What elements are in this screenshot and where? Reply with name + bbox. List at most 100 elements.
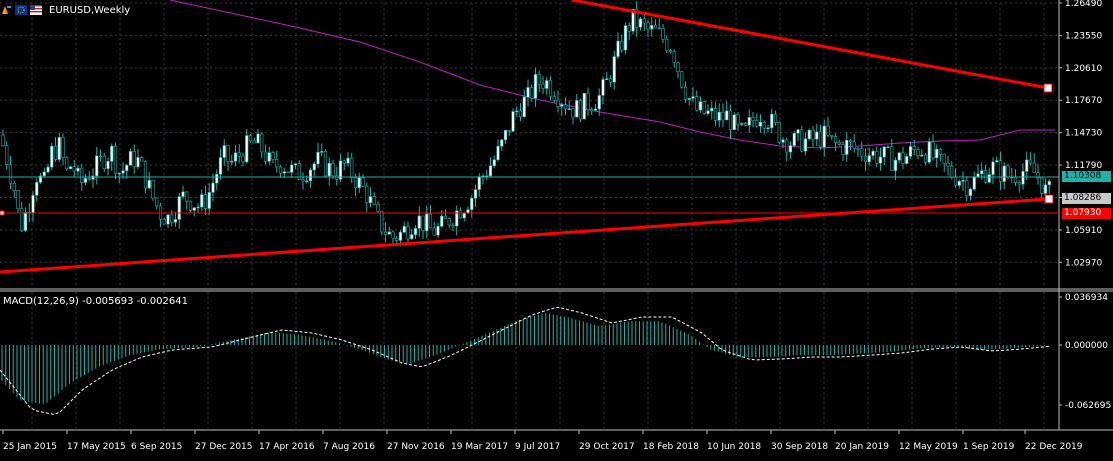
candle-body [256, 133, 260, 144]
candle-body [305, 180, 309, 183]
candle-body [203, 194, 208, 209]
price-tick-label: 1.26490 [1065, 0, 1102, 9]
candle-body [350, 157, 354, 178]
candle-body [106, 161, 110, 169]
time-axis-label: 29 Oct 2017 [579, 442, 635, 452]
candle-body [241, 155, 245, 163]
candle-body [23, 211, 28, 231]
candle-body [410, 234, 414, 240]
candle-body [1, 134, 5, 147]
candle-body [773, 113, 778, 123]
candle-body [935, 149, 939, 159]
candle-body [151, 179, 155, 199]
candle-body [353, 177, 358, 189]
candle-body [166, 214, 170, 225]
candle-body [830, 135, 834, 137]
candle-body [998, 160, 1003, 182]
candle-body [612, 56, 616, 83]
candle-body [788, 145, 793, 153]
candle-body [185, 191, 189, 202]
candle-body [1006, 165, 1010, 178]
candle-body [687, 98, 691, 100]
candle-body [927, 141, 931, 163]
candle-body [957, 181, 961, 186]
candle-body [286, 171, 290, 174]
candle-body [740, 123, 744, 125]
candle-body [882, 146, 886, 158]
price-tick-label: 1.17670 [1065, 96, 1102, 106]
candle-body [522, 96, 526, 118]
candle-body [987, 174, 991, 183]
candle-body [923, 154, 928, 163]
support-trendline [0, 197, 1049, 274]
candle-body [871, 150, 875, 156]
candle-body [717, 111, 721, 121]
candle-body [233, 152, 238, 162]
candle-body [102, 155, 106, 169]
candle-body [777, 122, 781, 143]
candle-body [331, 163, 335, 177]
candle-body [537, 74, 541, 85]
candle-body [695, 96, 699, 111]
candle-body [492, 159, 496, 167]
candle-body [417, 215, 421, 229]
candle-body [563, 104, 568, 110]
candle-body [1043, 184, 1048, 194]
candle-body [890, 146, 894, 171]
candle-body [406, 226, 410, 240]
candle-body [500, 139, 504, 147]
candle-body [980, 170, 984, 175]
candle-body [140, 157, 144, 162]
candle-body [245, 135, 249, 163]
candle-body [751, 117, 755, 121]
candle-body [248, 135, 253, 142]
price-tick-label: 1.11790 [1065, 161, 1102, 171]
candle-body [458, 210, 463, 219]
time-axis-label: 27 Nov 2016 [387, 442, 445, 452]
teal-line-price-tag: 1.10308 [1062, 171, 1111, 182]
candle-body [916, 149, 920, 156]
candle-body [965, 180, 969, 197]
candle-body [736, 114, 740, 125]
candle-body [436, 225, 440, 236]
candle-body [267, 152, 271, 162]
candle-body [938, 149, 943, 155]
candle-body [530, 87, 534, 99]
candle-body [170, 214, 174, 223]
candle-body [867, 155, 871, 163]
candle-body [931, 141, 935, 159]
time-axis-label: 9 Jul 2017 [515, 442, 560, 452]
candle-body [837, 142, 841, 145]
candle-body [713, 107, 718, 121]
candle-body [822, 125, 826, 148]
candle-body [848, 139, 853, 143]
macd-tick-label: -0.062695 [1065, 401, 1111, 411]
candle-body [642, 18, 646, 24]
candle-body [443, 215, 448, 219]
candle-body [87, 178, 91, 180]
candle-body [155, 197, 159, 207]
candle-body [860, 148, 864, 157]
candle-body [20, 208, 24, 231]
candle-body [50, 145, 54, 168]
candle-body [12, 183, 16, 192]
candle-body [732, 114, 736, 130]
candle-body [196, 206, 200, 209]
time-axis-label: 17 May 2015 [67, 442, 126, 452]
candle-body [297, 163, 301, 180]
time-axis-label: 25 Jan 2015 [3, 442, 57, 452]
candle-body [5, 145, 9, 165]
time-axis-label: 17 Apr 2016 [259, 442, 315, 452]
candle-body [556, 99, 560, 107]
candle-body [672, 51, 676, 64]
candle-body [1040, 177, 1044, 194]
sort-icon[interactable] [0, 4, 12, 16]
candle-body [1017, 182, 1021, 185]
candle-body [383, 231, 388, 235]
candle-body [946, 162, 950, 167]
candle-body [173, 219, 178, 223]
candle-body [473, 189, 478, 199]
